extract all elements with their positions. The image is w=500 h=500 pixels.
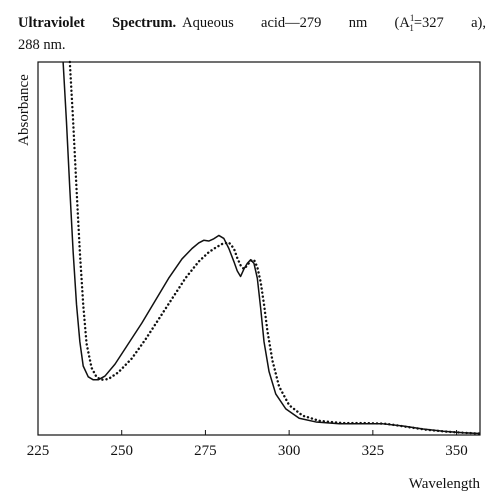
caption-subscript: 1 [409,22,414,33]
y-axis-label: Absorbance [16,74,32,146]
x-tick-label: 325 [362,443,385,459]
caption-superscript: 1 [409,13,415,23]
caption-title: Ultraviolet Spectrum. [18,14,177,31]
series-layer [62,60,482,435]
spectrum-caption: Ultraviolet Spectrum. Aqueous acid—279 nm… [18,10,486,54]
series-line-solid [62,61,481,435]
x-tick-label: 300 [278,443,301,459]
caption-line-1: Ultraviolet Spectrum. Aqueous acid—279 nm… [18,10,486,37]
x-tick-label: 250 [110,443,133,459]
x-tick-label: 350 [445,443,468,459]
caption-text: Aqueous acid—279 nm (A [182,14,410,31]
x-axis-label: Wavelength [409,476,481,492]
series-line-dotted [68,60,482,435]
x-tick-label: 225 [27,443,50,459]
plot-frame [37,61,481,436]
caption-text-end: =327 a), [413,14,486,31]
caption-line-2: 288 nm. [18,36,66,53]
x-axis-ticks: 225 250 275 300 325 350 [27,430,468,459]
x-tick-label: 275 [194,443,217,459]
